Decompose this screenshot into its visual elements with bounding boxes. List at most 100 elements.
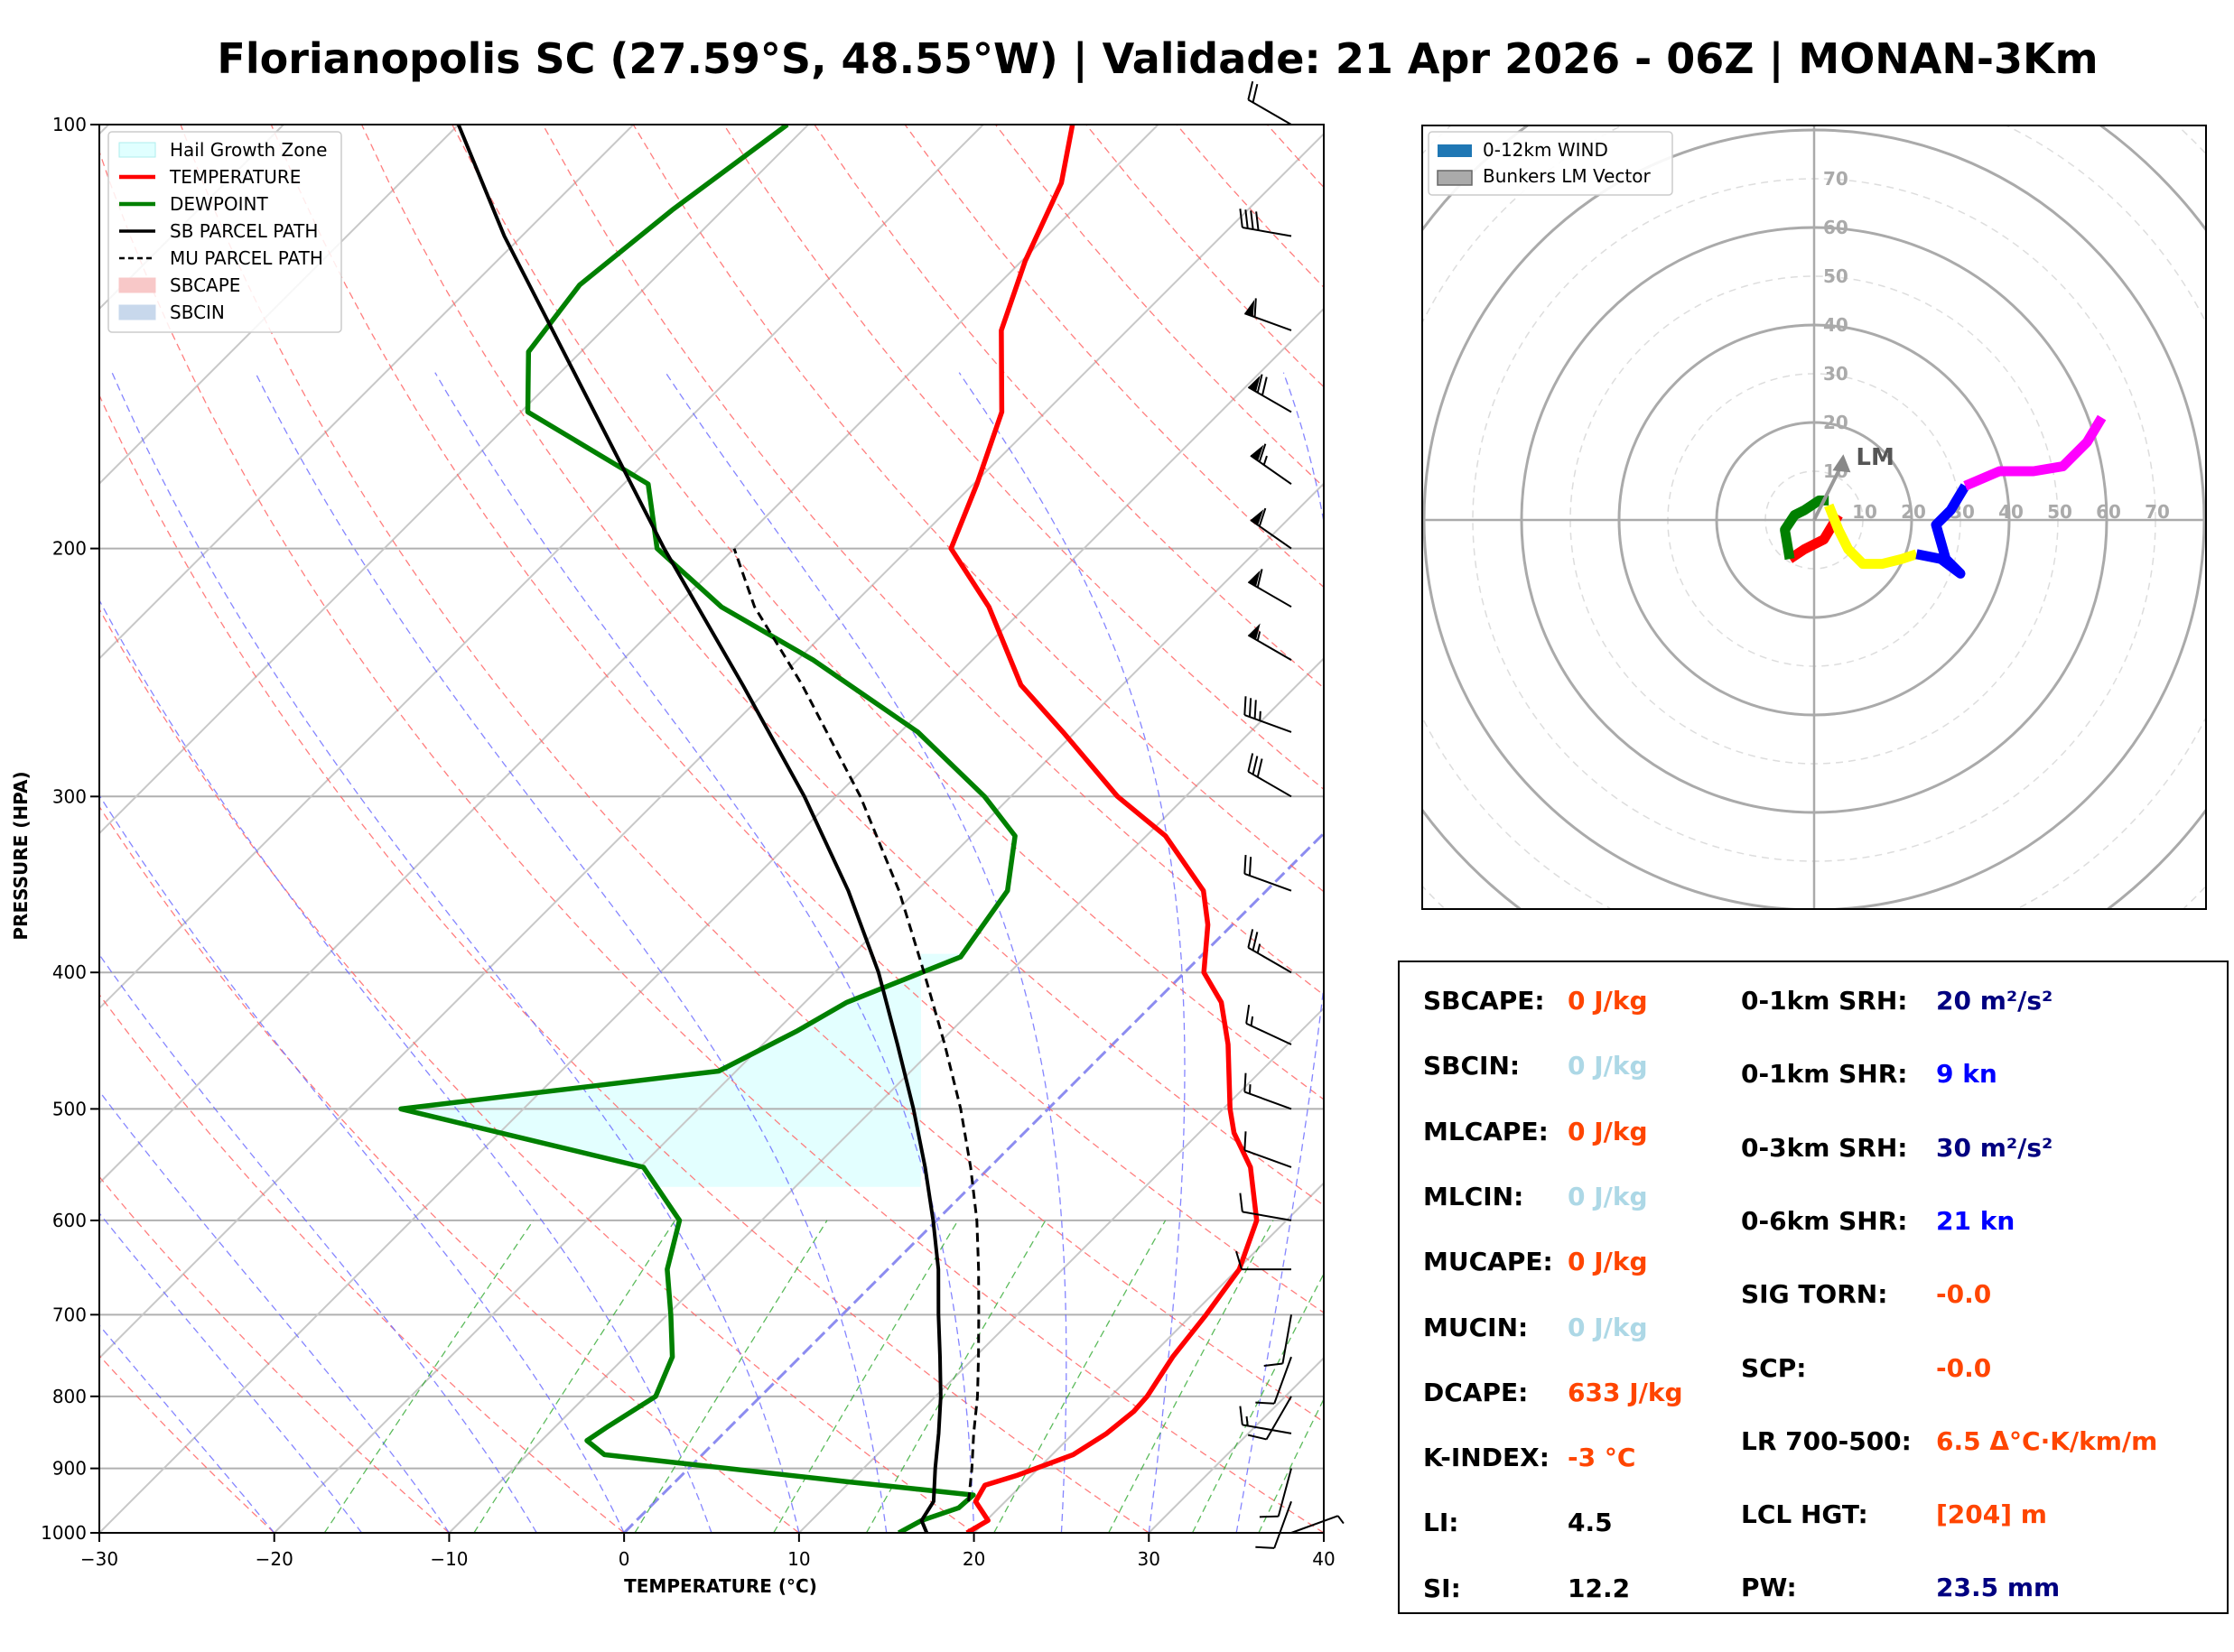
wind-barb — [1247, 1396, 1292, 1441]
wind-barb-pennant — [1248, 375, 1261, 392]
moist-adiabat-line — [111, 372, 800, 1533]
wind-barb — [1243, 1072, 1292, 1110]
wind-barb-half-flag — [1259, 710, 1261, 721]
stat-value: 21 kn — [1936, 1205, 2015, 1236]
wind-barb — [1290, 1515, 1345, 1534]
stat-label: 0-1km SHR: — [1741, 1059, 1908, 1090]
wind-barb-flag — [1245, 1004, 1251, 1024]
stat-label: MUCIN: — [1423, 1312, 1529, 1342]
wind-barb-flag — [1253, 700, 1257, 719]
stat-value: 633 J/kg — [1568, 1377, 1683, 1407]
wind-barb-pennant — [1250, 509, 1264, 525]
wind-barb-flag — [1239, 1406, 1243, 1425]
wind-barb — [1245, 1004, 1292, 1045]
skew-t-plot-frame — [98, 124, 1325, 1534]
mixing-ratio-line — [865, 1220, 1047, 1533]
wind-barb-half-flag — [1262, 455, 1268, 466]
wind-barb-flag — [1243, 696, 1247, 716]
stat-value: 23.5 mm — [1936, 1573, 2061, 1603]
legend-entry: SB PARCEL PATH — [170, 220, 318, 242]
hodograph-segment-3-6km — [1780, 495, 1829, 561]
moist-adiabat-line — [665, 372, 1067, 1533]
stat-label: MUCAPE: — [1423, 1247, 1553, 1277]
wind-barb-flag — [1255, 1401, 1275, 1405]
dry-adiabat-line — [270, 125, 1324, 1313]
wind-barb — [1239, 209, 1292, 237]
wind-barb — [1247, 623, 1292, 661]
wind-barb-flag — [1239, 1193, 1243, 1212]
wind-barb-staff — [1242, 226, 1292, 237]
hodograph-u-tick: 60 — [2096, 501, 2121, 523]
stat-value: 4.5 — [1568, 1508, 1613, 1538]
mu-parcel-line — [732, 548, 981, 1502]
wind-barb-flag — [1243, 855, 1247, 874]
wind-barb — [1250, 443, 1292, 486]
mixing-ratio-line — [993, 1220, 1167, 1533]
stat-value: 12.2 — [1568, 1573, 1631, 1603]
wind-barb-half-flag — [1336, 1515, 1345, 1525]
wind-barb-flag — [1256, 569, 1263, 588]
wind-barb-flag — [1247, 1434, 1267, 1441]
chart-title: Florianopolis SC (27.59°S, 48.55°W) | Va… — [217, 34, 2099, 83]
wind-barb-flag — [1255, 1545, 1275, 1549]
legend-entry: MU PARCEL PATH — [170, 247, 323, 269]
stat-label: 0-1km SRH: — [1741, 986, 1908, 1016]
wind-barb-pennant — [1244, 299, 1255, 317]
mixing-ratio-line — [634, 1220, 828, 1533]
wind-barb — [1235, 1250, 1291, 1271]
wind-barb — [1239, 1193, 1292, 1221]
dry-adiabat-line — [814, 125, 1324, 689]
legend-entry: SBCIN — [170, 302, 225, 323]
mixing-ratio-line — [1258, 1397, 1324, 1533]
wind-barb — [1243, 1131, 1292, 1168]
temperature-line — [948, 125, 1260, 1533]
wind-barb-staff — [1243, 714, 1292, 733]
hodograph-v-tick: 50 — [1823, 265, 1848, 287]
stat-value: 0 J/kg — [1568, 1312, 1648, 1342]
stat-label: LCL HGT: — [1741, 1499, 1868, 1530]
stat-value: 30 m²/s² — [1936, 1132, 2053, 1163]
stat-label: MLCIN: — [1423, 1181, 1524, 1211]
wind-barb — [1243, 298, 1292, 331]
y-tick-label: 900 — [52, 1458, 87, 1480]
wind-barb-staff — [1273, 1356, 1292, 1405]
dry-adiabat-line — [99, 149, 1324, 1533]
wind-barb — [1259, 1468, 1292, 1518]
wind-barb — [1247, 753, 1292, 798]
y-axis-label: PRESSURE (HPA) — [10, 771, 32, 940]
wind-barb-staff — [1281, 1314, 1292, 1364]
dry-adiabat-line — [99, 805, 800, 1533]
x-tick-label: 0 — [619, 1548, 630, 1570]
wind-barb-flag — [1263, 1362, 1283, 1367]
x-tick-label: −20 — [256, 1548, 293, 1570]
wind-barb — [1263, 1314, 1292, 1367]
hodograph-frame — [1421, 125, 2207, 910]
stat-label: DCAPE: — [1423, 1377, 1529, 1407]
wind-barb-half-flag — [1248, 1084, 1252, 1094]
wind-barb — [1247, 929, 1292, 974]
legend-swatch — [1438, 144, 1472, 157]
legend-entry: DEWPOINT — [170, 193, 268, 215]
stat-value: 0 J/kg — [1568, 986, 1648, 1016]
stat-value: [204] m — [1936, 1499, 2047, 1530]
moist-adiabat-line — [99, 1211, 363, 1533]
wind-barb-staff — [1243, 1091, 1292, 1110]
isotherm-line — [99, 125, 1159, 1184]
sb-parcel-line — [456, 125, 943, 1533]
wind-barb-flag — [1235, 1250, 1243, 1270]
wind-barb-flag — [1239, 209, 1243, 228]
wind-barb-staff — [1242, 1211, 1292, 1221]
y-tick-label: 400 — [52, 961, 87, 983]
dry-adiabat-line — [180, 125, 1324, 1423]
legend-swatch — [118, 304, 156, 320]
stat-value: 0 J/kg — [1568, 1116, 1648, 1146]
stat-label: SBCAPE: — [1423, 986, 1545, 1016]
legend-swatch — [118, 277, 156, 293]
stat-value: 6.5 Δ°C·K/km/m — [1936, 1425, 2158, 1456]
moist-adiabat-line — [99, 953, 537, 1533]
dry-adiabat-line — [99, 993, 625, 1533]
stat-label: LR 700-500: — [1741, 1425, 1912, 1456]
bunkers-lm-arrowhead — [1832, 454, 1851, 473]
wind-barb-staff — [1265, 1396, 1292, 1440]
